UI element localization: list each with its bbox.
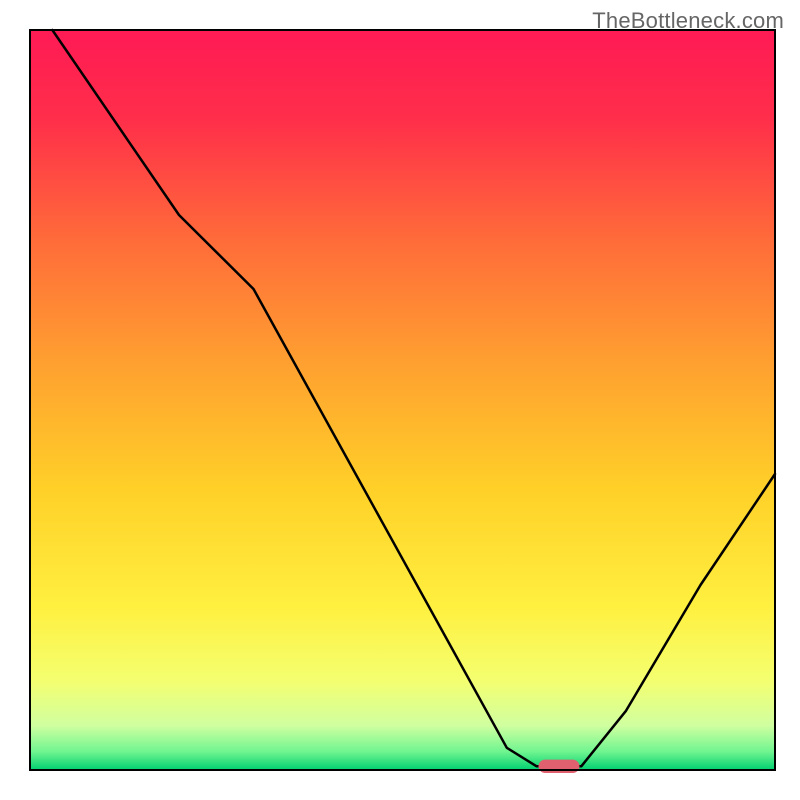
watermark-text: TheBottleneck.com — [592, 8, 784, 34]
chart-container: TheBottleneck.com — [0, 0, 800, 800]
plot-background-gradient — [30, 30, 775, 770]
bottleneck-curve-chart — [0, 0, 800, 800]
